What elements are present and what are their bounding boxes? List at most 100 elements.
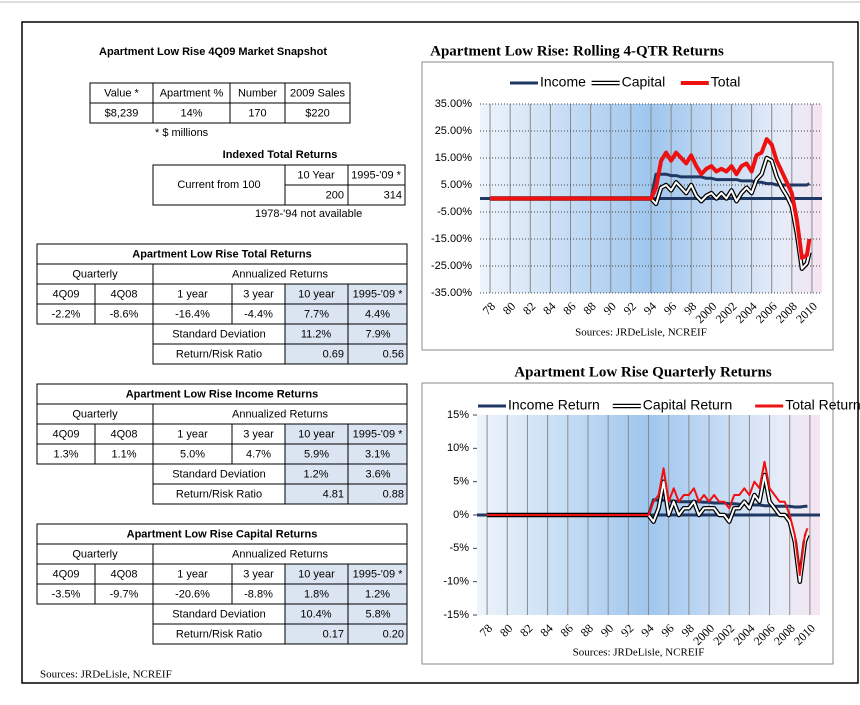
header-text: 1 year: [177, 428, 208, 440]
cell-text: 7.7%: [304, 308, 329, 320]
y-tick-label: 5%: [453, 476, 469, 488]
header-text: 1 year: [177, 288, 208, 300]
cell-text: -9.7%: [110, 588, 139, 600]
y-tick-label: 35.00%: [435, 98, 473, 110]
series-line: [487, 460, 809, 576]
cell-text: 314: [384, 189, 402, 201]
y-tick-label: 0%: [453, 509, 469, 521]
cell-text: 7.9%: [365, 328, 390, 340]
cell-text: 5.9%: [304, 448, 329, 460]
header-text: 10 year: [298, 428, 335, 440]
cell-text: 1.2%: [303, 468, 328, 480]
chart-source: Sources: JRDeLisle, NCREIF: [573, 647, 705, 659]
cell-text: -16.4%: [175, 308, 210, 320]
group-label: Annualized Returns: [232, 268, 329, 280]
cell-text: Current from 100: [177, 179, 260, 191]
header-text: 4Q08: [111, 428, 138, 440]
cell-text: 0.88: [383, 488, 404, 500]
header-text: 1 year: [177, 568, 208, 580]
legend-label: Total: [711, 74, 741, 90]
table-title: Apartment Low Rise 4Q09 Market Snapshot: [99, 46, 327, 58]
table-cell: [152, 164, 286, 206]
y-tick-label: -10%: [443, 576, 469, 588]
cell-text: -8.8%: [244, 588, 273, 600]
y-tick-label: 5.00%: [441, 179, 472, 191]
cell-text: 5.0%: [180, 448, 205, 460]
cell-text: 0.69: [323, 348, 344, 360]
header-text: 10 Year: [297, 169, 335, 181]
row-label: Return/Risk Ratio: [176, 488, 262, 500]
cell-text: 1.1%: [111, 448, 136, 460]
group-label: Quarterly: [72, 268, 118, 280]
series-line: [490, 172, 811, 200]
header-text: 4Q08: [111, 568, 138, 580]
cell-text: -20.6%: [175, 588, 210, 600]
cell-text: 4.7%: [246, 448, 271, 460]
legend-label: Total Return: [785, 397, 860, 413]
cell-text: 4.4%: [365, 308, 390, 320]
group-label: Quarterly: [72, 408, 118, 420]
y-tick-label: -35.00%: [431, 287, 472, 299]
table-title: Indexed Total Returns: [223, 149, 338, 161]
legend-label: Capital: [622, 74, 666, 90]
group-label: Annualized Returns: [232, 408, 329, 420]
row-label: Return/Risk Ratio: [176, 348, 262, 360]
y-tick-label: 15.00%: [435, 152, 473, 164]
cell-text: 0.56: [383, 348, 404, 360]
cell-text: 11.2%: [301, 328, 332, 340]
cell-text: 4.81: [323, 488, 344, 500]
table-cell: [347, 623, 408, 645]
y-tick-label: -15%: [443, 609, 469, 621]
group-label: Quarterly: [72, 548, 118, 560]
row-label: Standard Deviation: [172, 468, 266, 480]
header-text: 1995-'09 *: [351, 169, 402, 181]
header-text: Value *: [104, 87, 139, 99]
chart-title: Apartment Low Rise Quarterly Returns: [514, 364, 772, 380]
y-tick-label: -15.00%: [431, 233, 472, 245]
cell-text: $220: [305, 107, 329, 119]
cell-text: 3.6%: [365, 468, 390, 480]
chart-title: Apartment Low Rise: Rolling 4-QTR Return…: [430, 43, 724, 59]
table-title: Apartment Low Rise Total Returns: [132, 248, 311, 260]
cell-text: 1.2%: [365, 588, 390, 600]
cell-text: 1.3%: [53, 448, 78, 460]
row-label: Standard Deviation: [172, 328, 266, 340]
y-tick-label: -25.00%: [431, 260, 472, 272]
cell-text: 0.20: [383, 628, 404, 640]
cell-text: 14%: [180, 107, 202, 119]
y-tick-label: 10%: [447, 442, 469, 454]
cell-text: 200: [326, 189, 344, 201]
y-tick-label: -5%: [449, 542, 469, 554]
header-text: 1995-'09 *: [353, 428, 404, 440]
header-text: 4Q08: [111, 288, 138, 300]
legend-label: Income: [540, 74, 586, 90]
table-title: Apartment Low Rise Capital Returns: [127, 528, 318, 540]
cell-text: 0.17: [323, 628, 344, 640]
legend-label: Capital Return: [643, 397, 733, 413]
header-text: Number: [238, 87, 277, 99]
header-text: 10 year: [298, 568, 335, 580]
series-line: [490, 157, 811, 270]
header-text: 3 year: [243, 288, 274, 300]
table-cell: [347, 483, 408, 505]
header-text: 2009 Sales: [290, 87, 346, 99]
note: * $ millions: [155, 127, 209, 139]
cell-text: 170: [248, 107, 266, 119]
y-tick-label: -5.00%: [437, 206, 472, 218]
table-cell: [284, 102, 351, 124]
cell-text: $8,239: [105, 107, 139, 119]
cell-text: -8.6%: [110, 308, 139, 320]
y-tick-label: 15%: [447, 409, 469, 421]
table-cell: [347, 343, 408, 365]
row-label: Return/Risk Ratio: [176, 628, 262, 640]
series-line: [487, 474, 809, 583]
y-tick-label: 25.00%: [435, 125, 473, 137]
legend-label: Income Return: [508, 397, 600, 413]
note: 1978-'94 not available: [255, 208, 362, 220]
header-text: 4Q09: [53, 568, 80, 580]
group-label: Annualized Returns: [232, 548, 329, 560]
cell-text: -3.5%: [52, 588, 81, 600]
cell-text: 1.8%: [304, 588, 329, 600]
cell-text: -4.4%: [244, 308, 273, 320]
